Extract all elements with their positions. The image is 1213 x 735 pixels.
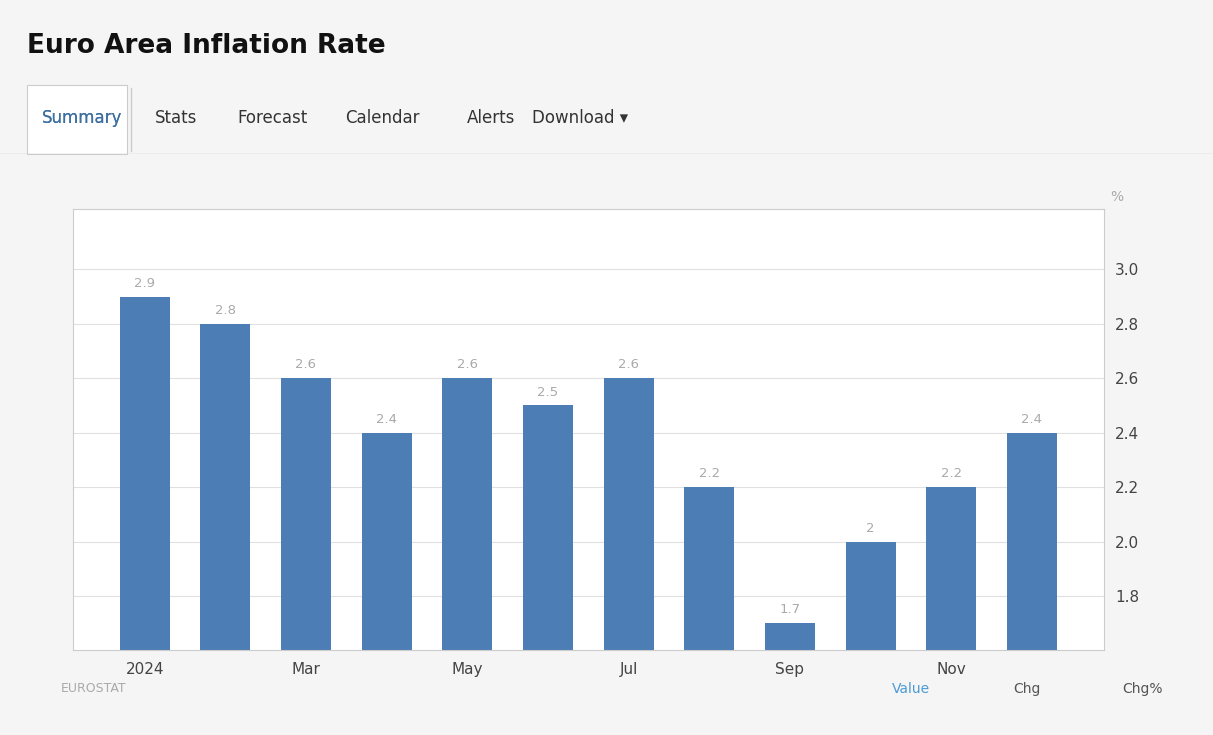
Text: Alerts: Alerts <box>467 109 516 127</box>
Bar <box>281 379 331 735</box>
Bar <box>523 406 573 735</box>
Text: 2.6: 2.6 <box>619 359 639 371</box>
Text: 2.6: 2.6 <box>457 359 478 371</box>
Text: 2.2: 2.2 <box>941 467 962 481</box>
Bar <box>443 379 492 735</box>
Text: %: % <box>1110 190 1123 204</box>
Bar <box>200 324 250 735</box>
Bar <box>27 85 127 154</box>
Text: Chg%: Chg% <box>1122 681 1162 695</box>
Text: 2.2: 2.2 <box>699 467 719 481</box>
Text: Value: Value <box>892 681 929 695</box>
Text: 1.7: 1.7 <box>780 603 801 617</box>
Text: Chg: Chg <box>1013 681 1041 695</box>
Text: Stats: Stats <box>155 109 197 127</box>
Bar <box>684 487 734 735</box>
Text: Euro Area Inflation Rate: Euro Area Inflation Rate <box>27 34 386 60</box>
Text: Forecast: Forecast <box>238 109 308 127</box>
Bar <box>927 487 976 735</box>
Text: EUROSTAT: EUROSTAT <box>61 682 126 695</box>
Text: 2.9: 2.9 <box>135 277 155 290</box>
Text: 2.5: 2.5 <box>537 386 558 398</box>
Bar <box>604 379 654 735</box>
Text: 2.8: 2.8 <box>215 304 235 317</box>
Text: 2.4: 2.4 <box>376 413 397 426</box>
Text: Calendar: Calendar <box>344 109 420 127</box>
Text: 2: 2 <box>866 522 875 535</box>
Bar <box>120 297 170 735</box>
Bar <box>845 542 895 735</box>
Bar <box>1007 433 1057 735</box>
Text: Download ▾: Download ▾ <box>531 109 628 127</box>
Text: Summary: Summary <box>42 109 123 127</box>
Text: 2.6: 2.6 <box>296 359 317 371</box>
Bar <box>361 433 411 735</box>
Text: Summary: Summary <box>42 109 123 127</box>
Bar <box>765 623 815 735</box>
Text: 2.4: 2.4 <box>1021 413 1042 426</box>
